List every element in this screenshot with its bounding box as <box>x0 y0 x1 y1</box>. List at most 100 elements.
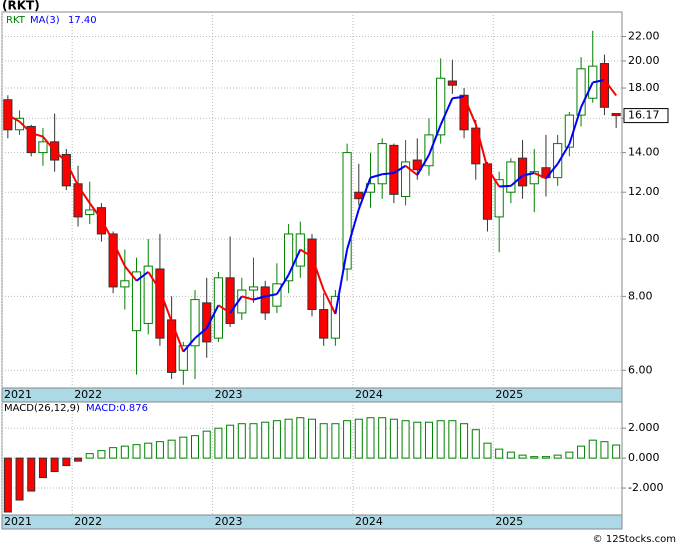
macd-bar <box>261 421 270 459</box>
macd-bar <box>378 417 387 459</box>
candle-body <box>482 163 493 220</box>
y-tick-label: 12.00 <box>628 185 660 198</box>
macd-bar <box>366 417 375 459</box>
macd-bar <box>612 444 621 459</box>
macd-bar <box>553 454 562 459</box>
candle-body <box>120 280 130 288</box>
candle-body <box>248 286 259 291</box>
macd-bar <box>424 421 433 459</box>
y-tick-label: 14.00 <box>628 146 660 159</box>
macd-bar <box>495 448 504 459</box>
candle-body <box>131 271 142 332</box>
macd-bar <box>460 423 469 459</box>
candle-body <box>553 143 563 179</box>
ma-segment <box>603 79 617 97</box>
macd-bar <box>506 451 515 459</box>
x-tick-label: 2021 <box>4 388 32 401</box>
ma-segment <box>100 218 115 243</box>
macd-bar <box>191 435 200 459</box>
legend-ticker: RKT <box>6 15 26 26</box>
ma-segment <box>486 167 501 188</box>
macd-bar <box>541 456 550 459</box>
macd-bar <box>518 454 527 459</box>
ma-segment <box>416 154 430 176</box>
macd-bar <box>331 423 340 459</box>
ma-segment <box>439 97 454 126</box>
ma-segment <box>568 106 583 145</box>
macd-bar <box>436 420 445 459</box>
candle-body <box>26 125 36 154</box>
x-tick-label: 2022 <box>74 515 102 528</box>
macd-bar <box>307 418 317 459</box>
macd-bar <box>109 447 118 459</box>
ma-segment <box>18 120 32 134</box>
candle-body <box>190 299 200 347</box>
ma-segment <box>7 114 21 123</box>
candle-body <box>576 68 586 116</box>
macd-bar <box>530 456 539 459</box>
y-tick-label: 6.00 <box>628 363 653 376</box>
candle-body <box>260 286 270 314</box>
macd-bar <box>343 420 352 459</box>
macd-bar <box>144 442 153 459</box>
candle-body <box>424 134 434 167</box>
macd-bar <box>97 450 106 459</box>
ma-segment <box>580 81 594 108</box>
ma-segment <box>276 274 290 295</box>
macd-bar <box>27 457 36 492</box>
macd-bar <box>179 436 188 459</box>
macd-bar <box>600 441 609 459</box>
macd-bar <box>249 423 258 459</box>
candle-body <box>85 209 95 216</box>
candle-body <box>330 295 340 339</box>
ma-segment <box>88 202 103 220</box>
macd-bar <box>577 445 586 459</box>
candle-body <box>447 80 457 86</box>
candle-body <box>14 117 25 131</box>
ma-segment <box>30 132 44 138</box>
macd-bar <box>483 442 492 459</box>
y-tick-label: 22.00 <box>628 29 660 42</box>
ma-segment <box>65 161 79 187</box>
x-tick-label: 2025 <box>495 388 523 401</box>
legend-ma: MA(3) <box>30 15 60 26</box>
candle-body <box>319 309 329 339</box>
ma-segment <box>205 304 220 329</box>
candle-body <box>611 113 621 117</box>
date-strip <box>1 514 623 530</box>
macd-bar <box>74 457 83 462</box>
ma-segment <box>452 95 465 100</box>
macd-bar <box>389 418 398 459</box>
macd-bar <box>120 445 129 459</box>
ma-segment <box>463 96 477 125</box>
ma-segment <box>357 177 372 210</box>
macd-bar <box>237 423 246 459</box>
x-tick-label: 2023 <box>215 388 243 401</box>
x-tick-label: 2024 <box>355 515 383 528</box>
macd-bar <box>319 423 328 459</box>
x-tick-label: 2022 <box>74 388 102 401</box>
candle-body <box>494 179 504 218</box>
y-tick-label: 10.00 <box>628 232 660 245</box>
candle-body <box>354 191 364 200</box>
macd-bar <box>448 420 457 459</box>
footer: © 12Stocks.com <box>593 534 676 545</box>
ma-segment <box>382 172 394 176</box>
ma-segment <box>393 164 407 174</box>
ma-segment <box>217 304 231 314</box>
ma-segment <box>170 321 185 353</box>
candle-body <box>307 238 317 311</box>
candle-body <box>155 268 165 339</box>
y-tick-label: 20.00 <box>628 54 660 67</box>
x-tick-label: 2023 <box>215 515 243 528</box>
ma-segment <box>299 248 313 258</box>
macd-legend: MACD(26,12,9) <box>4 403 80 414</box>
macd-bar <box>38 457 47 479</box>
ma-segment <box>510 174 524 187</box>
macd-value: MACD:0.876 <box>86 403 148 414</box>
candle-body <box>284 233 294 282</box>
y-tick-label: -2.000 <box>628 481 663 494</box>
ma-segment <box>334 249 349 315</box>
ma-segment <box>311 256 325 291</box>
y-tick-label: 8.00 <box>628 289 653 302</box>
